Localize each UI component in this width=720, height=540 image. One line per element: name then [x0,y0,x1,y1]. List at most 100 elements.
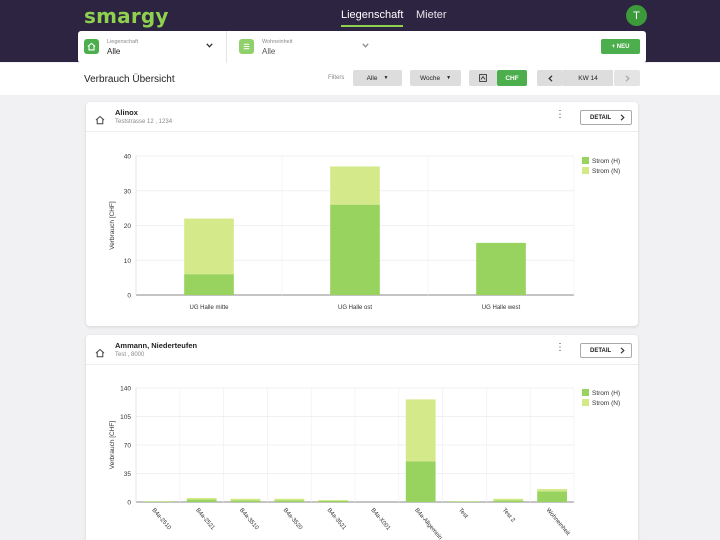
y-tick-label: 0 [127,500,131,507]
legend-swatch [582,167,589,174]
y-tick-label: 0 [127,293,131,300]
bar-strom-h [537,491,567,502]
detail-button[interactable]: DETAIL [580,343,632,358]
legend-label: Strom (H) [592,390,620,397]
legend-label: Strom (N) [592,400,620,407]
caret-down-icon: ▼ [383,75,389,81]
y-tick-label: 40 [124,154,132,161]
x-tick-label: UG Halle west [482,305,521,311]
y-tick-label: 140 [120,386,131,393]
consumption-chart: 0 35 70 105 140 Verbrauch [CHF] B4a-2510 B4a-25… [109,386,620,540]
unit-toggle-chf[interactable]: CHF [497,70,527,86]
bar-strom-n [184,218,234,275]
detail-button-label: DETAIL [590,347,612,354]
x-tick-label: B4a-2510 [150,507,172,531]
bar-strom-h [476,242,526,295]
x-tick-label: Test [457,507,469,520]
x-tick-label: UG Halle ost [338,305,372,311]
bar-strom-n [318,499,348,501]
period-dropdown-value: Woche [419,74,441,82]
bar-strom-n [493,498,524,501]
scope-dropdown[interactable]: Alle ▼ [353,70,402,86]
y-tick-label: 105 [120,414,131,421]
bar-strom-n [537,488,567,492]
y-tick-label: 20 [124,223,132,230]
detail-button-label: DETAIL [590,114,612,121]
legend-swatch [582,399,589,406]
filters-label: Filters [328,75,345,81]
legend-label: Strom (N) [592,168,620,175]
week-label: KW 14 [563,70,613,86]
property-card-ammann: Ammann, Niederteufen Test , 8000 ⋮ DETAI… [86,335,638,540]
chevron-down-icon[interactable] [362,41,369,50]
next-week-button[interactable] [614,70,640,86]
bar-strom-h [405,461,436,502]
more-options-icon[interactable]: ⋮ [555,109,565,120]
bar-strom-h [274,500,305,502]
user-avatar[interactable]: T [626,5,647,26]
prev-week-button[interactable] [537,70,563,86]
bar-strom-n [330,166,380,205]
legend-swatch [582,389,589,396]
y-tick-label: 10 [124,258,132,265]
x-tick-label: B4a-3510 [238,507,260,531]
y-axis-label: Verbrauch [CHF] [109,421,116,470]
bar-strom-n [230,498,261,501]
legend-label: Strom (H) [592,158,620,165]
app-logo[interactable]: smargy [84,4,169,28]
card-title: Alinox [115,108,138,117]
caret-down-icon: ▼ [446,75,452,81]
card-title: Ammann, Niederteufen [115,341,198,350]
bar-strom-n [405,399,436,462]
x-tick-label: Test 2 [501,507,516,524]
bar-strom-h [230,500,261,502]
x-tick-label: B4a-2521 [194,507,216,531]
card-address: Test , 8000 [115,352,145,358]
tab-liegenschaft[interactable]: Liegenschaft [341,9,404,27]
consumption-chart: 0 10 20 30 40 Verbrauch [CHF] UG Halle mitte UG… [109,154,620,312]
bar-strom-h [318,500,348,502]
chevron-down-icon[interactable] [206,41,213,50]
legend-swatch [582,157,589,164]
bar-strom-h [493,500,524,502]
wohneinheit-label: Wohneinheit [262,39,293,45]
chevron-right-icon [620,347,625,354]
x-tick-label: B4a-3520 [282,507,304,531]
liegenschaft-label: Liegenschaft [107,39,139,45]
detail-button[interactable]: DETAIL [580,110,632,125]
property-filter-bar: Liegenschaft Alle Wohneinheit Alle + NEU [78,31,646,63]
liegenschaft-select[interactable]: Alle [107,47,121,56]
card-header: Alinox Teststrasse 12 , 1234 ⋮ DETAIL [86,102,638,132]
page-title: Verbrauch Übersicht [84,74,175,85]
card-address: Teststrasse 12 , 1234 [115,119,173,125]
period-dropdown[interactable]: Woche ▼ [410,70,461,86]
y-tick-label: 70 [124,443,132,450]
card-header: Ammann, Niederteufen Test , 8000 ⋮ DETAI… [86,335,638,365]
x-tick-label: B4a-3521 [326,507,348,531]
add-new-button[interactable]: + NEU [601,39,640,54]
house-icon [95,345,105,363]
y-axis-label: Verbrauch [CHF] [109,201,116,250]
chevron-right-icon [620,114,625,121]
scope-dropdown-value: Alle [366,74,378,82]
y-tick-label: 30 [124,188,132,195]
more-options-icon[interactable]: ⋮ [555,342,565,353]
bar-strom-h [186,499,217,502]
bar-strom-n [274,498,305,501]
list-icon [239,39,254,54]
x-tick-label: B4a-X001 [369,507,391,532]
meter-icon [479,74,487,82]
property-card-alinox: Alinox Teststrasse 12 , 1234 ⋮ DETAIL 0 1… [86,102,638,326]
x-tick-label: Wohneinheit [545,507,571,537]
bar-strom-h [330,204,380,295]
chevron-right-icon [625,74,630,82]
tab-mieter[interactable]: Mieter [416,9,447,21]
chevron-left-icon [547,74,552,82]
y-tick-label: 35 [124,471,132,478]
home-icon [84,39,99,54]
x-tick-label: UG Halle mitte [189,305,229,311]
unit-toggle-kwh[interactable] [469,70,497,86]
bar-strom-n [186,497,217,500]
bar-strom-h [184,274,234,295]
wohneinheit-select[interactable]: Alle [262,47,276,56]
